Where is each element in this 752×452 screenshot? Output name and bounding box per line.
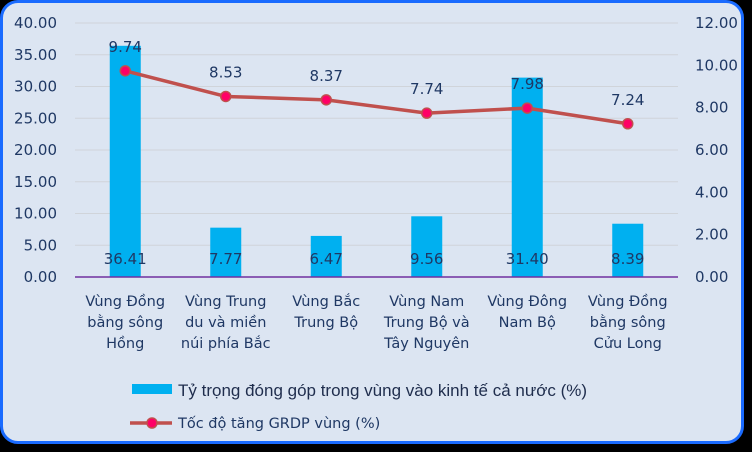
- left-tick-label: 30.00: [14, 78, 57, 96]
- bar: [612, 223, 644, 277]
- right-axis-ticks: 0.00 2.00 4.00 6.00 8.00 10.00 12.00: [695, 14, 738, 286]
- bar-value-label: 7.77: [209, 250, 242, 268]
- line-marker: [521, 102, 533, 114]
- category-label: Vùng Đồng bằng sông Cửu Long: [588, 293, 668, 352]
- category-label: Vùng Đồng bằng sông Hồng: [85, 293, 165, 352]
- legend: Tỷ trọng đóng góp trong vùng vào kinh tế…: [130, 381, 587, 432]
- line-series: [119, 65, 634, 130]
- legend-line-marker: [146, 417, 158, 429]
- category-label: Vùng Bắc Trung Bộ: [292, 293, 360, 331]
- bar: [411, 216, 443, 277]
- bar-value-label: 9.56: [410, 250, 443, 268]
- right-tick-label: 10.00: [695, 56, 738, 74]
- bar-value-label: 6.47: [310, 250, 343, 268]
- left-tick-label: 10.00: [14, 205, 57, 223]
- left-tick-label: 20.00: [14, 141, 57, 159]
- right-tick-label: 2.00: [695, 226, 728, 244]
- left-axis-ticks: 0.00 5.00 10.00 15.00 20.00 25.00 30.00 35.00 40…: [14, 14, 57, 286]
- line-value-label: 7.24: [611, 91, 644, 109]
- right-tick-label: 6.00: [695, 141, 728, 159]
- legend-bar-label: Tỷ trọng đóng góp trong vùng vào kinh tế…: [178, 381, 587, 400]
- right-tick-label: 8.00: [695, 99, 728, 117]
- line-marker: [119, 65, 131, 77]
- line-value-label: 7.98: [511, 75, 544, 93]
- legend-line-label: Tốc độ tăng GRDP vùng (%): [177, 415, 380, 432]
- bar-series: [109, 45, 644, 277]
- category-label: Vùng Nam Trung Bộ và Tây Nguyên: [383, 294, 470, 352]
- line-marker: [220, 90, 232, 103]
- line-value-label: 9.74: [109, 38, 142, 56]
- right-tick-label: 0.00: [695, 268, 728, 286]
- bar-data-labels: 36.41 7.77 6.47 9.56 31.40 8.39: [104, 250, 645, 268]
- left-tick-label: 40.00: [14, 14, 57, 32]
- line-marker: [421, 107, 433, 119]
- right-tick-label: 4.00: [695, 183, 728, 201]
- legend-bar-swatch: [132, 384, 172, 394]
- line-value-label: 7.74: [410, 80, 443, 98]
- line-value-label: 8.37: [310, 67, 343, 85]
- category-labels: Vùng Đồng bằng sông Hồng Vùng Trung du và mi…: [85, 293, 667, 352]
- line-value-label: 8.53: [209, 63, 242, 81]
- line-data-labels: 9.74 8.53 8.37 7.74 7.98 7.24: [109, 38, 645, 109]
- bar: [109, 45, 141, 277]
- bar-value-label: 36.41: [104, 250, 147, 268]
- right-tick-label: 12.00: [695, 14, 738, 32]
- left-tick-label: 0.00: [24, 268, 57, 286]
- left-tick-label: 35.00: [14, 46, 57, 64]
- left-tick-label: 15.00: [14, 173, 57, 191]
- bar: [310, 235, 342, 277]
- left-tick-label: 25.00: [14, 109, 57, 127]
- bar: [210, 227, 242, 277]
- line-marker: [622, 118, 634, 130]
- left-tick-label: 5.00: [24, 236, 57, 254]
- growth-line: [124, 69, 629, 126]
- gridlines: [75, 22, 678, 246]
- category-label: Vùng Trung du và miền núi phía Bắc: [181, 294, 271, 352]
- bar-value-label: 8.39: [611, 250, 644, 268]
- bar-value-label: 31.40: [506, 250, 549, 268]
- category-label: Vùng Đông Nam Bộ: [487, 294, 567, 331]
- line-marker: [320, 94, 332, 106]
